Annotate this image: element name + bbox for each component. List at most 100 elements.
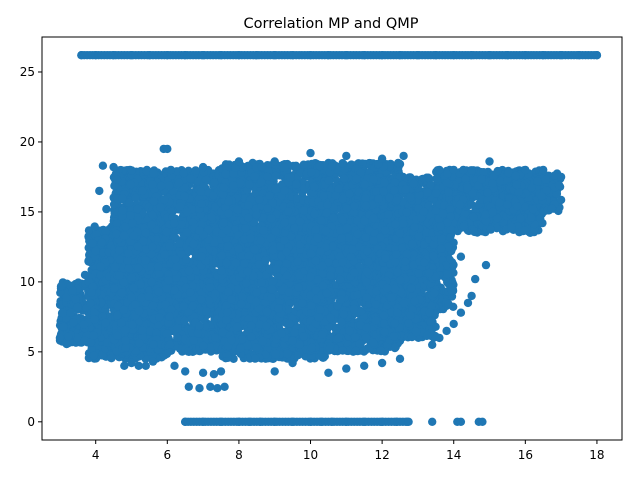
data-point (172, 262, 181, 271)
data-point (118, 194, 127, 203)
data-point (148, 301, 158, 310)
data-point (191, 166, 200, 175)
data-point (115, 271, 124, 280)
plot-area (55, 51, 602, 426)
data-point (165, 312, 174, 321)
data-point (189, 336, 198, 345)
data-point (127, 293, 136, 302)
data-point (149, 169, 158, 178)
data-point (160, 250, 169, 259)
data-point (129, 231, 138, 240)
data-point (119, 278, 128, 287)
data-point (179, 302, 188, 311)
data-point (179, 168, 188, 178)
data-point (129, 283, 138, 293)
data-point (144, 292, 154, 301)
data-point (134, 264, 143, 273)
data-point (160, 195, 169, 204)
data-point (141, 228, 150, 238)
data-point (148, 242, 157, 252)
data-point (197, 199, 206, 208)
data-point (164, 276, 173, 285)
data-point (196, 187, 206, 196)
data-point (107, 354, 116, 363)
data-point (126, 180, 136, 189)
data-point (154, 287, 163, 297)
data-point (175, 202, 185, 211)
data-point (156, 203, 165, 212)
data-point (114, 246, 124, 255)
data-point (88, 239, 97, 248)
data-point (157, 181, 166, 191)
data-point (154, 269, 164, 278)
data-point (205, 283, 215, 292)
data-point (126, 211, 135, 220)
data-point (148, 210, 157, 220)
data-point (186, 174, 195, 183)
data-point (193, 328, 203, 338)
data-point (113, 331, 122, 340)
data-point (169, 219, 179, 228)
data-point (197, 295, 206, 304)
data-point (209, 191, 218, 200)
data-point (182, 255, 191, 264)
data-point (149, 197, 159, 206)
data-point (119, 305, 128, 315)
data-point (177, 220, 186, 229)
data-point (118, 206, 127, 215)
data-point (127, 273, 137, 282)
data-point (138, 186, 147, 196)
data-point (210, 178, 219, 187)
data-point (117, 288, 127, 298)
data-point (175, 239, 184, 248)
data-point (165, 242, 174, 251)
data-point (171, 254, 180, 264)
data-point (185, 288, 195, 297)
data-point (127, 166, 136, 175)
data-point (182, 228, 192, 237)
data-point (149, 340, 158, 349)
data-point (165, 340, 175, 349)
data-point (162, 329, 171, 338)
data-point (211, 333, 220, 342)
data-point (174, 178, 184, 188)
data-point (199, 341, 208, 351)
data-point (135, 339, 144, 348)
data-point (133, 204, 142, 214)
data-point (166, 305, 176, 314)
data-point (128, 320, 137, 330)
data-point (182, 208, 192, 217)
data-point (125, 198, 134, 207)
data-point (153, 262, 163, 271)
data-point (180, 192, 189, 201)
data-point (155, 313, 164, 322)
data-point (90, 222, 99, 231)
data-point (147, 220, 156, 230)
data-point (207, 212, 216, 222)
data-point (121, 336, 130, 345)
data-point (109, 284, 119, 293)
data-point (96, 262, 105, 271)
data-point (164, 181, 174, 191)
data-point (120, 325, 130, 335)
data-point (117, 318, 126, 328)
data-point (162, 284, 172, 293)
data-point (128, 219, 137, 228)
data-point (202, 307, 211, 316)
data-point (112, 175, 122, 184)
data-point (170, 286, 179, 295)
data-point (89, 351, 99, 360)
data-point (134, 306, 144, 316)
data-point (188, 301, 198, 311)
data-point (124, 264, 134, 273)
data-point (184, 347, 193, 356)
data-point (162, 227, 171, 237)
data-point (189, 239, 198, 249)
data-point (124, 249, 133, 258)
data-point (121, 343, 130, 352)
data-point (115, 255, 125, 264)
data-point (195, 321, 204, 331)
data-point (148, 180, 157, 189)
data-point (112, 229, 121, 239)
